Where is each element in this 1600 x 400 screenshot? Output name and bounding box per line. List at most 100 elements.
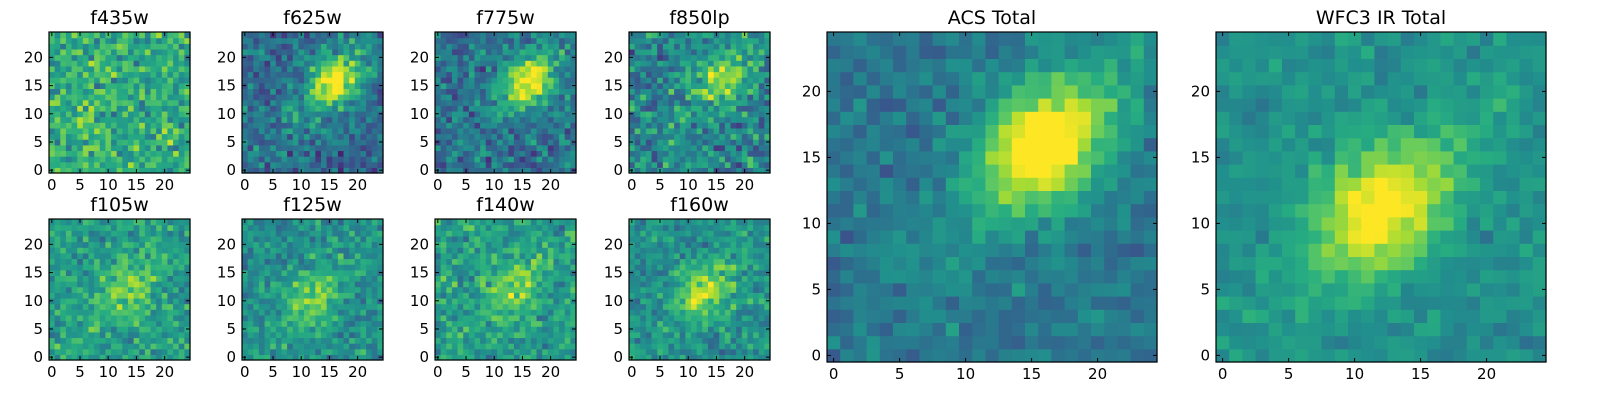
heatmap-cell [530, 252, 538, 260]
heatmap-cell [730, 314, 737, 322]
heatmap-cell [753, 286, 760, 293]
heatmap-cell [65, 343, 73, 350]
heatmap-cell [446, 65, 453, 73]
heatmap-cell [247, 292, 254, 299]
heatmap-cell [122, 133, 129, 140]
heatmap-cell [258, 156, 266, 163]
heatmap-cell [150, 43, 157, 50]
heatmap-cell [343, 286, 350, 293]
heatmap-cell [258, 297, 266, 305]
heatmap-cell [753, 303, 760, 310]
heatmap-cell [719, 116, 726, 123]
heatmap-cell [480, 156, 487, 163]
heatmap-cell [281, 161, 288, 168]
heatmap-cell [343, 258, 350, 265]
heatmap-cell [258, 144, 266, 152]
heatmap-cell [491, 258, 498, 265]
heatmap-cell [54, 331, 61, 339]
heatmap-cell [60, 281, 67, 288]
heatmap-cell [457, 348, 464, 355]
heatmap-cell [258, 224, 266, 231]
heatmap-cell [525, 88, 532, 95]
heatmap-cell [144, 156, 152, 163]
heatmap-cell [173, 43, 180, 50]
heatmap-cell [519, 94, 526, 101]
heatmap-cell [116, 331, 123, 339]
heatmap-cell [645, 32, 653, 39]
heatmap-cell [258, 94, 266, 101]
heatmap-cell [275, 65, 283, 73]
heatmap-cell [127, 281, 135, 288]
heatmap-cell [564, 144, 571, 152]
heatmap-cell [167, 252, 174, 260]
heatmap-cell [247, 264, 254, 271]
heatmap-cell [309, 156, 316, 163]
heatmap-cell [502, 116, 509, 123]
heatmap-cell [485, 241, 492, 248]
heatmap-cell [491, 230, 498, 237]
heatmap-cell [657, 65, 664, 73]
heatmap-cell [674, 110, 681, 118]
heatmap-cell [564, 99, 571, 106]
heatmap-cell [651, 133, 658, 140]
heatmap-cell [696, 127, 703, 135]
heatmap-cell [258, 275, 266, 282]
heatmap-cell [451, 116, 459, 123]
heatmap-cell [480, 275, 487, 282]
heatmap-cell [242, 314, 249, 322]
heatmap-cell [326, 286, 333, 293]
heatmap-cell [547, 230, 555, 237]
heatmap-cell [435, 224, 442, 231]
heatmap-cell [111, 150, 118, 157]
heatmap-cell [564, 258, 571, 265]
heatmap-cell [105, 292, 112, 299]
heatmap-cell [668, 82, 675, 89]
heatmap-cell [82, 219, 90, 226]
y-tick-label: 5 [226, 320, 236, 338]
heatmap-cell [156, 144, 163, 152]
x-tick-label: 15 [320, 363, 339, 381]
heatmap-cell [480, 82, 487, 89]
heatmap-cell [320, 235, 328, 243]
heatmap-cell [446, 150, 453, 157]
heatmap-cell [502, 150, 509, 157]
heatmap-cell [54, 167, 61, 174]
heatmap-cell [468, 88, 476, 95]
heatmap-cell [559, 82, 566, 89]
heatmap-cell [668, 133, 675, 140]
heatmap-cell [747, 292, 754, 299]
heatmap-cell [287, 127, 294, 135]
heatmap-cell [144, 258, 152, 265]
heatmap-cell [349, 331, 356, 339]
heatmap-cell [82, 343, 90, 350]
heatmap-cell [144, 269, 152, 276]
heatmap-cell [54, 258, 61, 265]
y-tick-label: 20 [604, 48, 623, 66]
heatmap-cell [116, 139, 123, 146]
heatmap-cell [662, 32, 670, 39]
heatmap-cell [764, 337, 771, 344]
heatmap-cell [525, 348, 532, 355]
heatmap-cell [54, 281, 61, 288]
heatmap-cell [474, 275, 481, 282]
heatmap-cell [668, 94, 675, 101]
heatmap-cell [691, 167, 698, 174]
heatmap-cell [156, 43, 163, 50]
heatmap-cell [264, 314, 271, 322]
heatmap-cell [139, 252, 146, 260]
heatmap-cell [242, 116, 249, 123]
heatmap-cell [377, 224, 384, 231]
x-tick-label: 20 [348, 176, 367, 194]
heatmap-cell [54, 48, 61, 56]
heatmap-cell [497, 127, 504, 135]
heatmap-cell [287, 326, 294, 333]
heatmap-cell [674, 82, 681, 89]
heatmap-cell [150, 326, 157, 333]
heatmap-cell [326, 303, 333, 310]
heatmap-cell [634, 48, 641, 56]
heatmap-cell [629, 156, 636, 163]
heatmap-cell [264, 54, 271, 61]
heatmap-cell [536, 275, 543, 282]
heatmap-cell [463, 247, 470, 254]
heatmap-cell [150, 127, 157, 135]
